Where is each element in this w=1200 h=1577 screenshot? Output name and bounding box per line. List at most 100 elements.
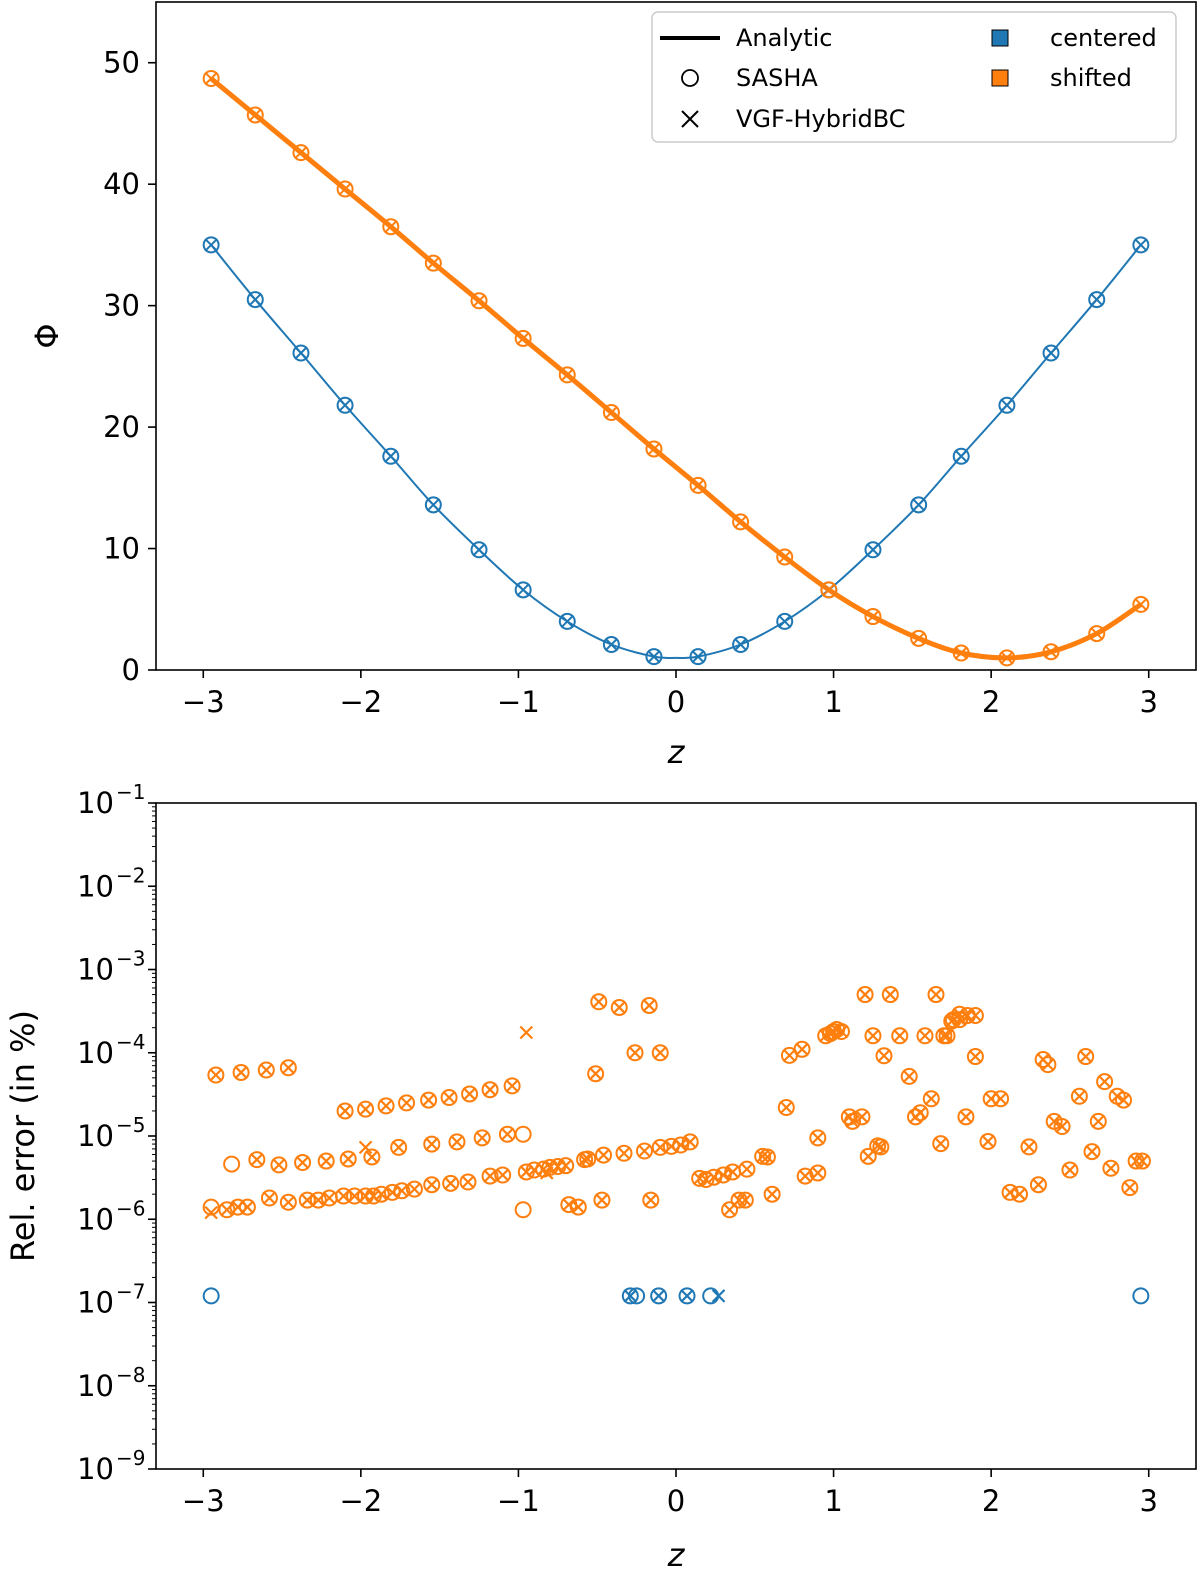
bottom-chart: −3 −2 −1 0 1 2 3 10 −910 −810 −710 −610 −510 −410 −31…: [4, 780, 1197, 1574]
shifted-sasha-point: [910, 629, 928, 647]
shifted-VGF-HybridBC-point: [716, 1168, 731, 1182]
legend-vgf-label: VGF-HybridBC: [736, 105, 906, 133]
shifted-VGF-HybridBC-point: [653, 1045, 668, 1060]
shifted-SASHA-point: [626, 1044, 644, 1062]
shifted-vgf-point: [294, 145, 308, 160]
centered-vgf-point: [560, 614, 574, 629]
bottom-ytick-label: 10: [77, 1036, 114, 1070]
shifted-SASHA-point: [651, 1138, 669, 1156]
shifted-VGF-HybridBC-point: [209, 1068, 223, 1082]
centered-vgf-point: [911, 498, 926, 512]
shifted-vgf-point: [472, 294, 486, 308]
shifted-VGF-HybridBC-point: [1135, 1154, 1150, 1168]
shifted-VGF-HybridBC-point: [262, 1191, 277, 1205]
shifted-SASHA-point: [900, 1067, 918, 1085]
shifted-sasha-point: [952, 644, 970, 662]
shifted-VGF-HybridBC-point: [644, 1193, 658, 1207]
shifted-SASHA-point: [346, 1187, 364, 1205]
shifted-VGF-HybridBC-only-point: [540, 1166, 554, 1180]
shifted-VGF-HybridBC-point: [462, 1087, 477, 1101]
centered-vgf-point: [204, 238, 218, 252]
shifted-VGF-HybridBC-point: [588, 1066, 603, 1081]
shifted-SASHA-point: [420, 1091, 438, 1109]
shifted-SASHA-point: [754, 1147, 772, 1165]
shifted-SASHA-point: [473, 1129, 491, 1147]
shifted-SASHA-point: [336, 1102, 354, 1120]
shifted-SASHA-point: [840, 1108, 858, 1126]
shifted-VGF-HybridBC-point: [628, 1045, 642, 1060]
shifted-vgf-point: [604, 405, 619, 420]
shifted-SASHA-point: [615, 1144, 633, 1162]
top-x-axis: −3 −2 −1 0 1 2 3: [182, 670, 1158, 719]
shifted-VGF-HybridBC-point: [981, 1134, 995, 1149]
shifted-SASHA-point: [1011, 1185, 1029, 1203]
shifted-SASHA-point: [1083, 1143, 1101, 1161]
shifted-vgf-point: [733, 515, 748, 529]
shifted-SASHA-point: [1096, 1073, 1114, 1091]
shifted-VGF-HybridBC-point: [673, 1138, 688, 1152]
shifted-VGF-HybridBC-point: [818, 1028, 833, 1043]
shifted-SASHA-point: [398, 1094, 416, 1112]
shifted-SASHA-point: [260, 1189, 278, 1207]
bottom-ytick-exponent: −5: [116, 1113, 145, 1137]
top-ytick-label: 40: [103, 167, 140, 201]
shifted-VGF-HybridBC-point: [475, 1131, 489, 1145]
centered-vgf-point: [294, 346, 308, 360]
shifted-SASHA-point: [979, 1132, 997, 1150]
shifted-VGF-HybridBC-point: [391, 1140, 406, 1155]
shifted-VGF-HybridBC-point: [968, 1008, 983, 1023]
shifted-SASHA-point: [298, 1191, 316, 1209]
shifted-VGF-HybridBC-point: [1097, 1074, 1112, 1089]
shifted-VGF-HybridBC-point: [1129, 1154, 1143, 1168]
shifted-VGF-HybridBC-point: [407, 1182, 422, 1196]
shifted-sasha-point: [1088, 625, 1106, 643]
shifted-vgf-point: [778, 550, 792, 564]
shifted-SASHA-point: [593, 1191, 611, 1209]
shifted-SASHA-point: [1121, 1179, 1139, 1197]
top-y-axis: 0 10 20 30 40 50: [103, 46, 156, 687]
shifted-VGF-HybridBC-point: [443, 1176, 458, 1191]
shifted-VGF-HybridBC-point: [234, 1065, 248, 1080]
shifted-VGF-HybridBC-point: [760, 1150, 775, 1164]
shifted-VGF-HybridBC-point: [1022, 1140, 1036, 1154]
shifted-VGF-HybridBC-point: [1041, 1057, 1055, 1072]
bottom-xtick-label: 3: [1140, 1484, 1158, 1518]
shifted-SASHA-point: [932, 1135, 950, 1153]
shifted-VGF-HybridBC-point: [571, 1200, 586, 1214]
shifted-VGF-HybridBC-point: [295, 1155, 310, 1170]
bottom-ytick-exponent: −6: [116, 1196, 145, 1220]
shifted-SASHA-point: [1102, 1159, 1120, 1177]
bottom-ytick-label: 10: [77, 869, 114, 903]
shifted-vgf-point: [866, 609, 880, 624]
centered-sasha-point: [292, 344, 310, 362]
shifted-VGF-HybridBC-point: [319, 1154, 333, 1168]
shifted-SASHA-point: [1029, 1176, 1047, 1194]
legend-centered-label: centered: [1050, 24, 1157, 52]
centered-VGF-HybridBC-point: [680, 1289, 694, 1303]
shifted-SASHA-point: [1089, 1112, 1107, 1130]
top-xtick-label: −3: [182, 685, 225, 719]
shifted-SASHA-point: [494, 1166, 512, 1184]
shifted-VGF-HybridBC-point: [902, 1069, 916, 1084]
centered-sasha-point: [1088, 291, 1106, 309]
bottom-ytick-label: 10: [77, 786, 114, 820]
shifted-VGF-HybridBC-point: [461, 1175, 475, 1189]
shifted-VGF-HybridBC-point: [782, 1048, 797, 1063]
legend-shifted-swatch: [991, 69, 1009, 87]
shifted-vgf-point: [1000, 651, 1014, 665]
shifted-sasha-point: [645, 440, 663, 458]
shifted-VGF-HybridBC-point: [358, 1102, 373, 1116]
bottom-ytick-exponent: −1: [116, 780, 145, 804]
shifted-VGF-HybridBC-point: [795, 1042, 809, 1057]
shifted-SASHA-point: [442, 1174, 460, 1192]
shifted-VGF-HybridBC-point: [1031, 1177, 1046, 1192]
shifted-sasha-point: [470, 292, 488, 310]
shifted-SASHA-point: [1115, 1091, 1133, 1109]
centered-vgf-point: [1000, 398, 1014, 412]
bottom-xtick-label: 1: [824, 1484, 842, 1518]
shifted-SASHA-point: [1039, 1056, 1057, 1074]
bottom-ytick-label: 10: [77, 1452, 114, 1486]
centered-sasha-point: [645, 648, 663, 666]
shifted-SASHA-point: [223, 1155, 241, 1173]
top-xtick-label: 3: [1140, 685, 1158, 719]
